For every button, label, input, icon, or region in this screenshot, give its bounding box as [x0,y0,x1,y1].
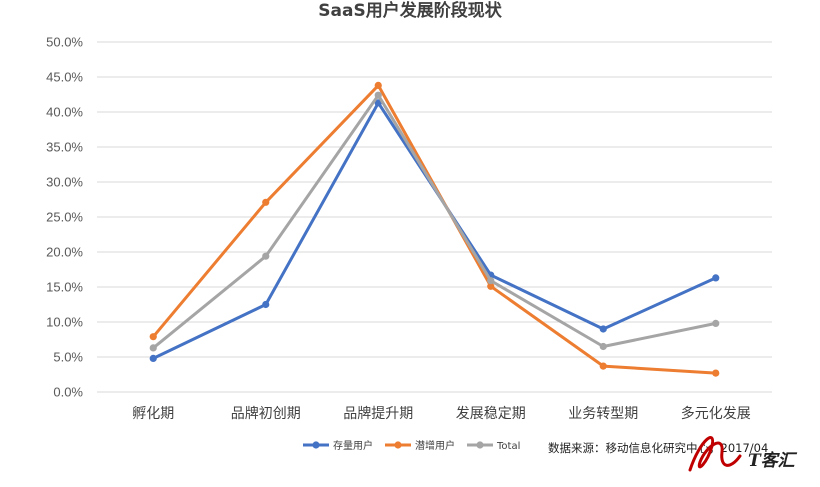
data-point [374,91,382,99]
data-point [599,342,607,351]
data-point [374,81,382,89]
y-tick-label: 40.0% [46,105,83,120]
data-point [712,369,720,377]
data-point [262,198,270,206]
source-note: 数据来源：移动信息化研究中心，2017/04 [548,441,768,455]
legend-item: 存量用户 [303,439,373,452]
data-point [487,282,495,290]
y-tick-label: 45.0% [46,70,83,85]
data-point [374,99,382,107]
x-tick-label: 品牌提升期 [343,405,413,422]
data-point [149,333,157,341]
series-line [151,83,718,375]
data-point [712,319,720,327]
data-point [149,344,157,352]
legend-item: Total [467,441,520,452]
gridlines [97,41,772,393]
series-line [151,101,718,360]
legend-swatch-marker [312,441,320,449]
legend-swatch-marker [476,441,484,449]
series-line [151,93,718,350]
data-point [712,274,720,282]
watermark-text: T客汇 [748,451,798,471]
y-tick-label: 5.0% [53,350,83,365]
y-tick-label: 15.0% [46,280,83,295]
x-tick-label: 多元化发展 [681,405,751,422]
y-tick-label: 30.0% [46,175,83,190]
x-tick-label: 业务转型期 [568,406,638,422]
data-point [262,300,270,309]
series-3 [149,91,720,352]
legend-label: Total [496,441,520,452]
legend-item: 潜增用户 [385,439,455,452]
y-tick-label: 25.0% [46,210,83,225]
legend: 存量用户 潜增用户 Total [303,439,520,452]
data-point [262,252,270,260]
y-axis-ticks: 0.0% 5.0% 10.0% 15.0% 20.0% 25.0% 30.0% 35.0% 40… [46,35,83,400]
y-tick-label: 50.0% [46,35,83,50]
y-tick-label: 10.0% [46,315,83,330]
series-layer [149,81,720,377]
x-tick-label: 发展稳定期 [456,406,526,422]
legend-label: 存量用户 [333,439,373,452]
y-tick-label: 0.0% [53,385,83,400]
series-2 [149,81,720,377]
legend-label: 潜增用户 [415,439,455,452]
series-1 [149,99,720,362]
y-tick-label: 20.0% [46,245,83,260]
data-point [487,277,495,285]
watermark-swirl-icon [688,436,742,472]
x-tick-label: 品牌初创期 [231,405,301,422]
data-point [599,362,607,370]
watermark-logo: T客汇 [688,436,798,472]
x-tick-label: 孵化期 [132,406,174,422]
data-point [149,354,157,362]
chart-title: SaaS用户发展阶段现状 [318,0,502,21]
data-point [599,325,607,333]
legend-swatch-marker [394,441,402,449]
x-axis-ticks: 孵化期 品牌初创期 品牌提升期 发展稳定期 业务转型期 多元化发展 [132,405,751,422]
y-tick-label: 35.0% [46,140,83,155]
